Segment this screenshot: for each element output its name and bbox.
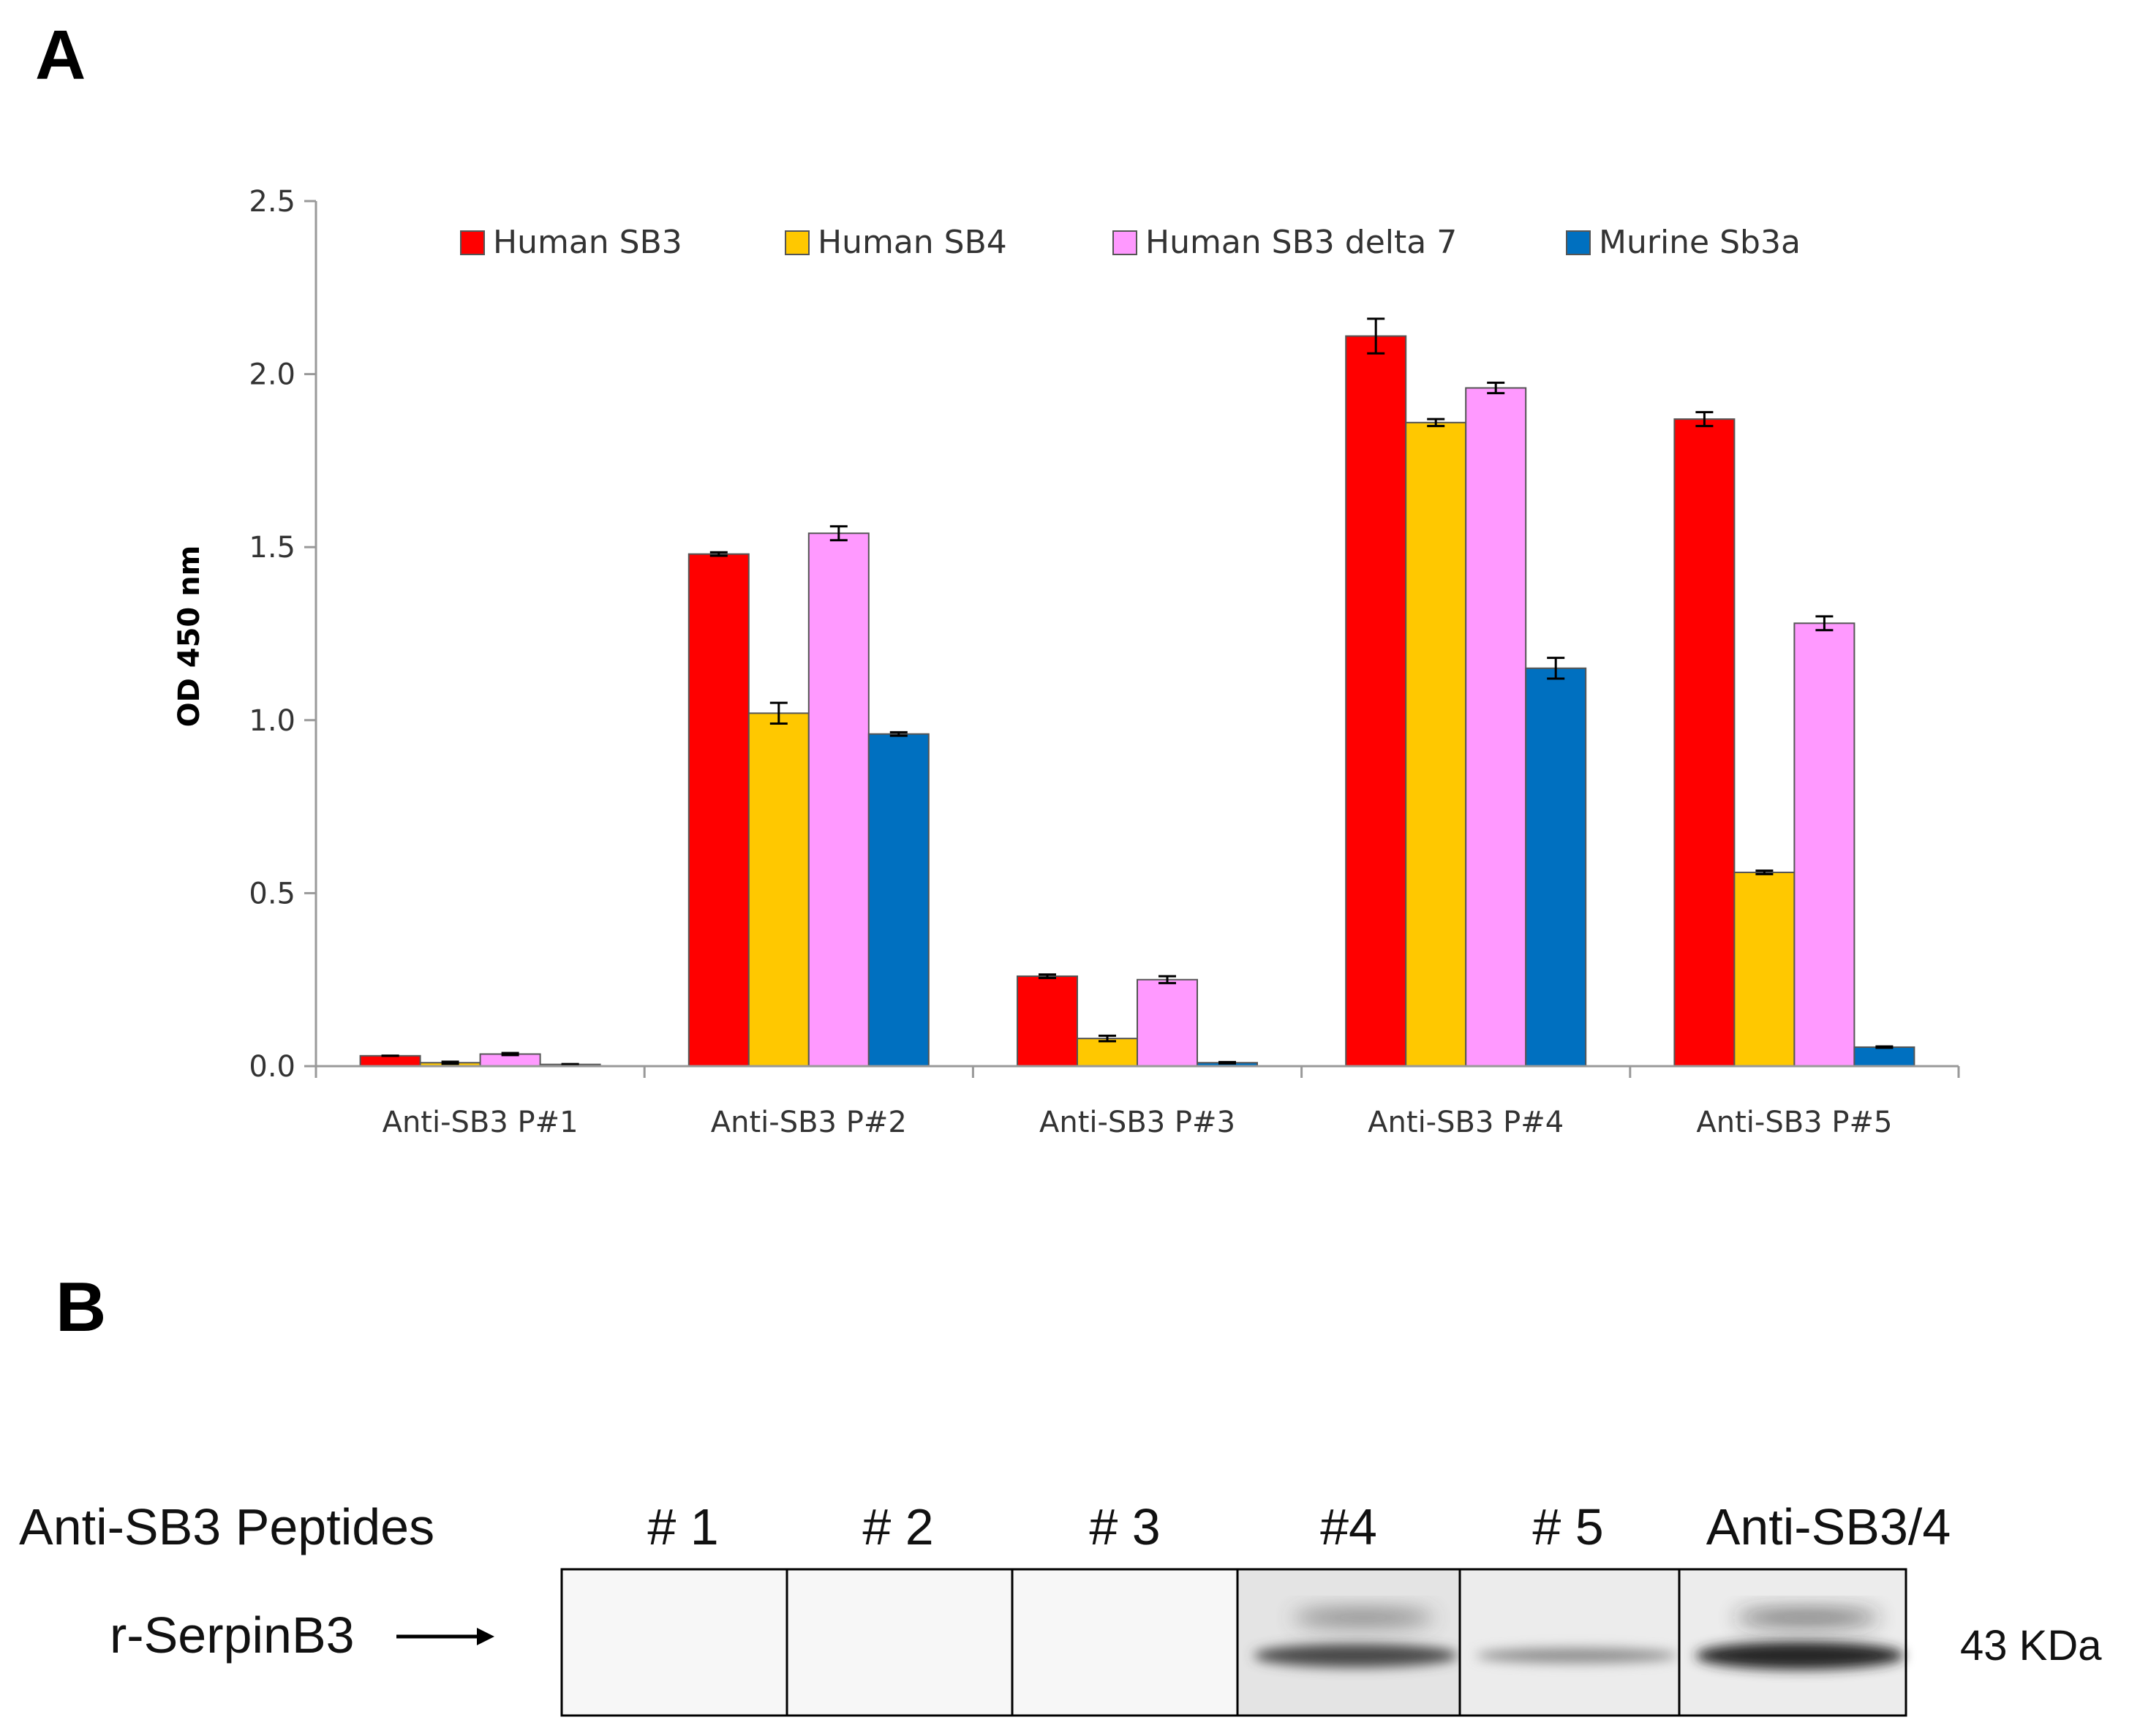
blot-band xyxy=(1695,1641,1904,1670)
x-tick-label: Anti-SB3 P#4 xyxy=(1368,1106,1564,1139)
blot-lane-label: # 3 xyxy=(1089,1498,1160,1555)
error-bar xyxy=(1039,973,1056,979)
blot-lane-background xyxy=(1012,1569,1237,1716)
blot-band-upper xyxy=(1734,1610,1880,1625)
error-bar xyxy=(1875,1045,1894,1049)
legend-swatch xyxy=(1566,230,1591,255)
blot-row-label: Anti-SB3 Peptides xyxy=(19,1498,434,1555)
bar-human-sb3 xyxy=(1673,418,1736,1067)
bar-murine-sb3a xyxy=(1853,1046,1915,1067)
western-blot: Anti-SB3 Peptides r-SerpinB3 # 1 # 2 # 3 #4… xyxy=(19,1498,2102,1717)
blot-lane xyxy=(1012,1569,1237,1716)
y-tick-label: 0.5 xyxy=(249,877,295,910)
error-bar xyxy=(889,731,908,737)
blot-lane-background xyxy=(1460,1569,1679,1716)
error-bar xyxy=(769,701,788,725)
legend-swatch xyxy=(1112,230,1137,255)
error-bar xyxy=(1099,1034,1116,1043)
bar-human-sb3 xyxy=(1017,975,1078,1068)
error-bar xyxy=(1695,411,1714,428)
error-bar xyxy=(1427,418,1445,428)
blot-lane-label: # 2 xyxy=(862,1498,933,1555)
error-bar xyxy=(441,1060,459,1065)
bar-human-sb3 xyxy=(1345,335,1407,1068)
error-bar xyxy=(709,551,728,557)
bar-human-sb3-delta-7 xyxy=(807,532,870,1067)
y-axis: 0.0 0.5 1.0 1.5 2.0 2.5 xyxy=(249,185,317,1084)
error-bar xyxy=(501,1052,519,1057)
blot-lane xyxy=(1237,1569,1460,1716)
x-tick-label: Anti-SB3 P#1 xyxy=(383,1106,579,1139)
blot-lane-background xyxy=(1237,1569,1460,1716)
error-bar xyxy=(1487,381,1505,395)
y-tick-label: 1.0 xyxy=(249,704,295,738)
blot-lane xyxy=(787,1569,1012,1716)
blot-lane xyxy=(562,1569,787,1716)
bar-human-sb3-delta-7 xyxy=(1793,622,1855,1067)
error-bar xyxy=(1367,317,1385,355)
bar-human-sb4 xyxy=(1733,872,1796,1068)
bar-murine-sb3a xyxy=(1525,667,1587,1067)
y-tick-label: 2.0 xyxy=(249,358,295,392)
blot-band xyxy=(1254,1643,1458,1668)
legend-label: Human SB3 xyxy=(493,224,682,261)
legend-swatch xyxy=(785,230,810,255)
blot-lane-label: #4 xyxy=(1320,1498,1377,1555)
error-bar xyxy=(1755,869,1774,875)
blot-lane-background xyxy=(787,1569,1012,1716)
legend-item: Human SB4 xyxy=(785,224,1007,261)
legend-swatch xyxy=(460,230,485,255)
molecular-weight-label: 43 KDa xyxy=(1960,1622,2102,1669)
y-tick-label: 2.5 xyxy=(249,185,295,219)
bars xyxy=(359,317,1915,1068)
y-tick-label: 1.5 xyxy=(249,531,295,565)
panel-label-b: B xyxy=(56,1268,106,1346)
panel-label-a: A xyxy=(35,16,86,94)
error-bar xyxy=(1218,1060,1236,1065)
error-bar xyxy=(561,1063,579,1066)
x-tick-label: Anti-SB3 P#2 xyxy=(711,1106,907,1139)
bar-chart: OD 450 nm 0.0 0.5 1.0 1.5 2.0 2.5 Anti-SB3 P#… xyxy=(173,185,1960,1139)
legend: Human SB3 Human SB4 Human SB3 delta 7 Murin… xyxy=(460,224,1801,261)
blot-frame xyxy=(560,1568,1907,1717)
legend-item: Human SB3 xyxy=(460,224,682,261)
bar-human-sb4 xyxy=(747,712,810,1067)
y-axis-title: OD 450 nm xyxy=(173,546,206,728)
bar-human-sb3 xyxy=(687,553,750,1067)
blot-band xyxy=(1476,1648,1678,1664)
blot-lane-background xyxy=(562,1569,787,1716)
legend-item: Human SB3 delta 7 xyxy=(1112,224,1457,261)
error-bar xyxy=(1158,975,1176,984)
legend-label: Human SB3 delta 7 xyxy=(1145,224,1457,261)
error-bar xyxy=(829,525,848,542)
x-tick-label: Anti-SB3 P#5 xyxy=(1696,1106,1892,1139)
y-tick-label: 0.0 xyxy=(249,1050,295,1084)
blot-lanes: # 1 # 2 # 3 #4 # 5 Anti-SB3/4 xyxy=(560,1498,1951,1717)
arrow-icon xyxy=(396,1628,494,1645)
blot-lane-label: # 1 xyxy=(647,1498,718,1555)
legend-label: Human SB4 xyxy=(818,224,1007,261)
blot-lane-label: # 5 xyxy=(1532,1498,1603,1555)
bar-human-sb4 xyxy=(1405,421,1467,1067)
error-bar xyxy=(1547,657,1565,680)
bar-human-sb3 xyxy=(359,1054,421,1067)
blot-lane xyxy=(1460,1569,1679,1716)
blot-band-upper xyxy=(1292,1610,1435,1625)
legend-item: Murine Sb3a xyxy=(1566,224,1801,261)
blot-lane xyxy=(1679,1569,1906,1716)
bar-human-sb4 xyxy=(1077,1038,1138,1068)
blot-lane-label: Anti-SB3/4 xyxy=(1706,1498,1951,1555)
bar-human-sb3-delta-7 xyxy=(1465,387,1527,1067)
blot-band-label: r-SerpinB3 xyxy=(110,1607,355,1664)
bar-human-sb3-delta-7 xyxy=(1137,978,1198,1067)
bar-murine-sb3a xyxy=(867,733,930,1068)
legend-label: Murine Sb3a xyxy=(1599,224,1801,261)
x-tick-label: Anti-SB3 P#3 xyxy=(1039,1106,1235,1139)
x-axis: Anti-SB3 P#1 Anti-SB3 P#2 Anti-SB3 P#3 Anti… xyxy=(314,1065,1960,1139)
error-bar xyxy=(1815,615,1834,632)
